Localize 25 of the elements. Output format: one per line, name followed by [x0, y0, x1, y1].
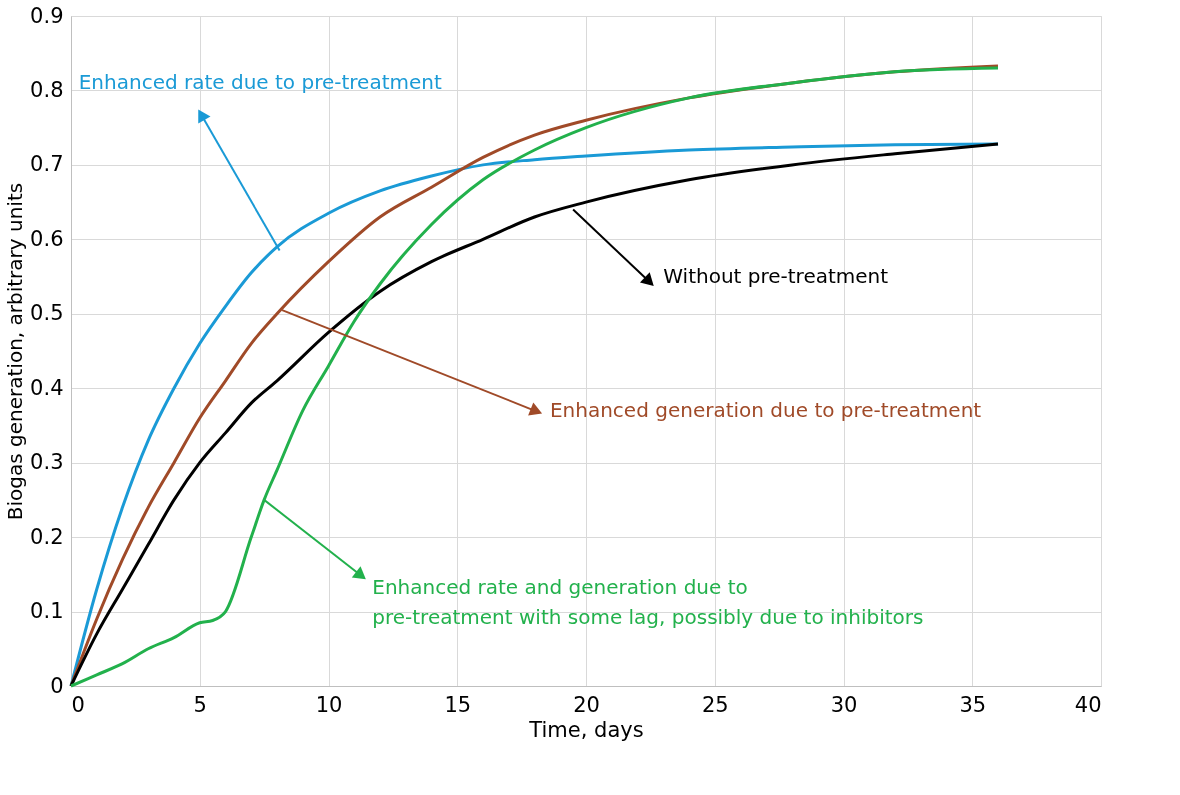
- x-tick-label: 15: [444, 692, 472, 717]
- y-tick-label: 0.2: [30, 524, 64, 549]
- y-tick-label: 0.7: [30, 152, 64, 177]
- y-tick-label: 0.9: [30, 3, 64, 28]
- annotation: Enhanced generation due to pre-treatment: [549, 397, 982, 422]
- x-tick-label: 40: [1074, 692, 1102, 717]
- y-tick-label: 0.8: [30, 77, 64, 102]
- y-tick-label: 0.4: [30, 375, 64, 400]
- annotation: Without pre-treatment: [663, 263, 889, 288]
- x-axis-title: Time, days: [528, 717, 644, 742]
- x-tick-label: 10: [315, 692, 343, 717]
- x-tick-label: 35: [959, 692, 987, 717]
- annotation: Enhanced rate due to pre-treatment: [78, 70, 442, 94]
- y-tick-label: 0.6: [30, 226, 64, 251]
- y-tick-label: 0.3: [30, 450, 64, 475]
- x-tick-label: 20: [573, 692, 600, 717]
- annotation: Enhanced rate and generation due to pre-treatment with some lag, possibly due to inhibitors: [372, 575, 924, 630]
- x-tick-label: 25: [701, 692, 729, 717]
- x-tick-label: 30: [830, 692, 858, 717]
- y-tick-label: 0.1: [30, 599, 64, 624]
- y-axis-title: Biogas generation, arbitrary units: [3, 182, 28, 521]
- x-tick-label: 0: [71, 692, 85, 717]
- y-tick-label: 0: [50, 673, 64, 698]
- x-tick-label: 5: [193, 692, 207, 717]
- y-tick-label: 0.5: [30, 301, 64, 326]
